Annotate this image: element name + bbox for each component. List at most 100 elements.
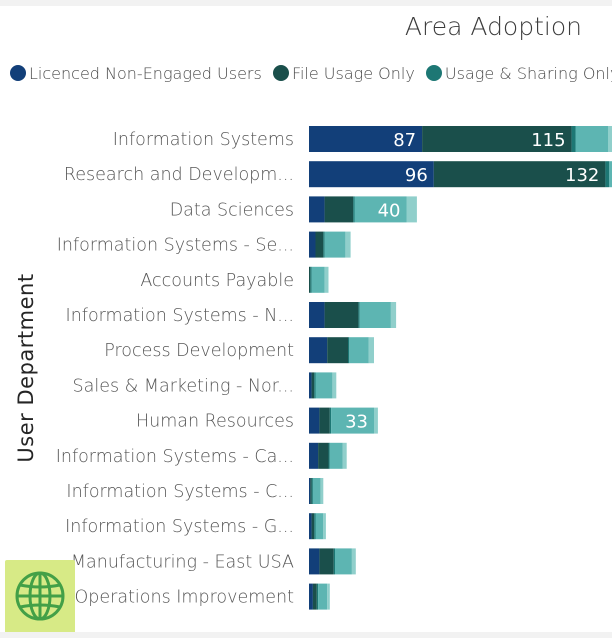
category-label: Information Systems - Se... xyxy=(57,236,294,256)
bar-segment[interactable] xyxy=(575,126,609,152)
bar-segment[interactable] xyxy=(312,583,317,610)
legend-label: File Usage Only xyxy=(291,64,415,83)
bar-segment[interactable] xyxy=(309,266,311,293)
bar-segment[interactable] xyxy=(311,478,313,504)
bar-segment[interactable] xyxy=(309,302,325,328)
bar-segment[interactable] xyxy=(310,266,312,293)
bar-segment[interactable] xyxy=(309,478,311,504)
legend-item-usage-sharing-only[interactable]: Usage & Sharing Only xyxy=(425,64,612,83)
category-label: Information Systems - Ca... xyxy=(56,447,294,467)
top-border xyxy=(0,0,612,6)
category-label: Information Systems - G... xyxy=(65,517,294,537)
bar-segment[interactable] xyxy=(571,126,576,152)
category-label: Manufacturing - East USA xyxy=(71,552,294,572)
bar-segment[interactable] xyxy=(329,407,332,434)
bar-segment[interactable] xyxy=(314,372,316,399)
bar-segment[interactable] xyxy=(351,548,356,575)
bar-segment[interactable] xyxy=(309,196,325,223)
bar-segment[interactable] xyxy=(345,231,351,258)
bar-segment[interactable] xyxy=(319,548,334,575)
legend-item-file-usage-only[interactable]: File Usage Only xyxy=(272,64,415,83)
bar-segment[interactable] xyxy=(309,231,316,258)
bar-segment[interactable] xyxy=(309,161,434,188)
bar-segment[interactable] xyxy=(609,161,612,188)
bar-segment[interactable] xyxy=(333,548,335,575)
category-label: Data Sciences xyxy=(170,200,294,220)
bar-segment[interactable] xyxy=(359,302,391,328)
bar-segment[interactable] xyxy=(309,513,312,540)
bar-segment[interactable] xyxy=(329,442,343,469)
bar-segment[interactable] xyxy=(608,126,612,152)
data-label: 132 xyxy=(565,165,599,186)
bar-segment[interactable] xyxy=(310,478,312,504)
bar-segment[interactable] xyxy=(315,372,333,399)
data-label: 40 xyxy=(378,200,401,221)
globe-icon xyxy=(15,571,65,621)
category-label: Information Systems - C... xyxy=(66,482,294,502)
bar-segment[interactable] xyxy=(328,442,330,469)
data-label: 115 xyxy=(531,130,565,151)
bar-segment[interactable] xyxy=(368,337,374,364)
bar-segment[interactable] xyxy=(605,161,610,188)
category-label: Process Development xyxy=(104,341,294,361)
bottom-border xyxy=(0,632,612,638)
bar-segment[interactable] xyxy=(309,372,312,399)
category-label: Accounts Payable xyxy=(140,271,294,291)
bar-segment[interactable] xyxy=(422,126,572,152)
bar-segment[interactable] xyxy=(320,478,324,504)
bar-segment[interactable] xyxy=(348,337,350,364)
bar-segment[interactable] xyxy=(324,302,359,328)
category-label: Information Systems xyxy=(113,130,294,150)
chart-title: Area Adoption xyxy=(404,12,582,41)
bar-segment[interactable] xyxy=(324,231,346,258)
bar-segment[interactable] xyxy=(390,302,397,328)
data-label: 87 xyxy=(393,130,416,151)
bar-segment[interactable] xyxy=(323,231,325,258)
bar-segment[interactable] xyxy=(311,513,315,540)
bar-segment[interactable] xyxy=(327,337,348,364)
bar-segment[interactable] xyxy=(309,583,313,610)
bar-segment[interactable] xyxy=(315,513,324,540)
bar-segment[interactable] xyxy=(315,231,324,258)
globe-button[interactable] xyxy=(5,560,75,634)
legend-swatch-icon xyxy=(425,65,442,81)
bar-segment[interactable] xyxy=(358,302,360,328)
bar-segment[interactable] xyxy=(319,407,330,434)
bar-segment[interactable] xyxy=(335,548,352,575)
bar-segment[interactable] xyxy=(318,583,328,610)
bar-segment[interactable] xyxy=(406,196,417,223)
bar-segment[interactable] xyxy=(311,372,315,399)
category-label: Operations Improvement xyxy=(75,588,295,608)
bar-segment[interactable] xyxy=(342,442,347,469)
bar-segment[interactable] xyxy=(323,513,326,540)
bar-segment[interactable] xyxy=(324,196,354,223)
bar-segment[interactable] xyxy=(309,337,328,364)
bar-segment[interactable] xyxy=(353,196,355,223)
bar-segment[interactable] xyxy=(354,196,407,223)
legend-item-licenced-non-engaged[interactable]: Licenced Non-Engaged Users xyxy=(10,64,262,83)
bar-segment[interactable] xyxy=(332,372,337,399)
category-label: Human Resources xyxy=(136,412,294,432)
bar-segment[interactable] xyxy=(374,407,378,434)
bar-segment[interactable] xyxy=(311,266,325,293)
bar-segment[interactable] xyxy=(309,126,423,152)
bar-segment[interactable] xyxy=(318,442,329,469)
legend: Licenced Non-Engaged Users File Usage On… xyxy=(10,64,612,88)
bar-segment[interactable] xyxy=(433,161,606,188)
bar-segment[interactable] xyxy=(312,478,321,504)
bar-segment[interactable] xyxy=(309,548,320,575)
data-label: 33 xyxy=(345,412,368,433)
bar-segment[interactable] xyxy=(324,266,329,293)
bar-segment[interactable] xyxy=(331,407,374,434)
legend-label: Usage & Sharing Only xyxy=(444,64,612,83)
category-label: Sales & Marketing - Nor... xyxy=(73,376,294,396)
bar-segment[interactable] xyxy=(309,442,319,469)
bar-segment[interactable] xyxy=(327,583,330,610)
bar-segment[interactable] xyxy=(314,513,316,540)
bar-segment[interactable] xyxy=(349,337,369,364)
bar-segment[interactable] xyxy=(309,407,320,434)
legend-label: Licenced Non-Engaged Users xyxy=(29,64,262,83)
bar-segment[interactable] xyxy=(316,583,319,610)
